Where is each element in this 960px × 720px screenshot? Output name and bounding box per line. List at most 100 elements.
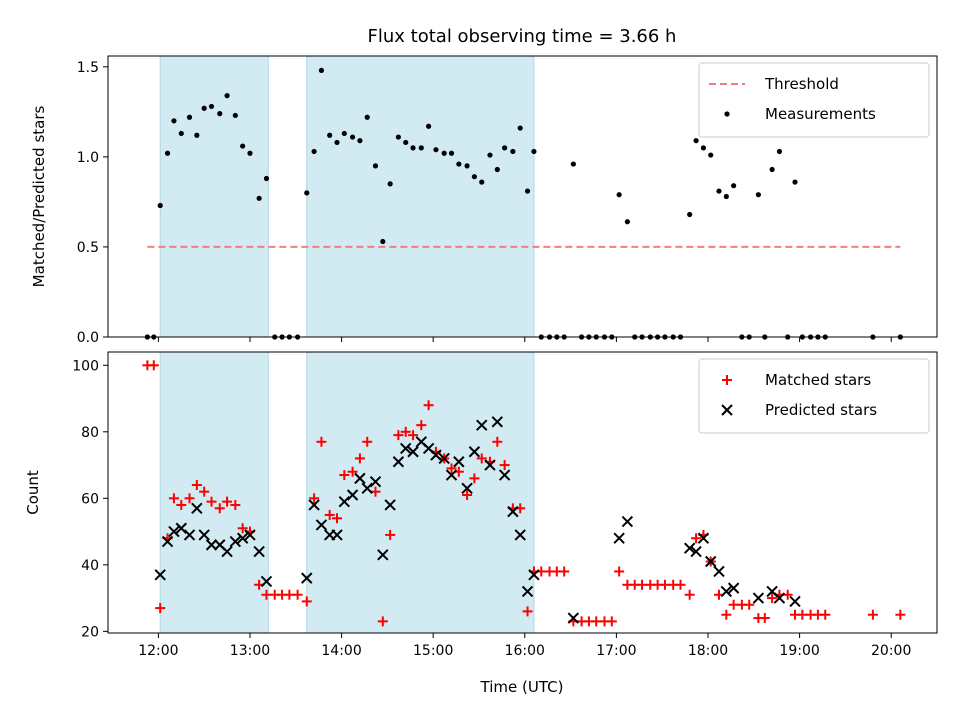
ratio-series-0-point-50-shape — [524, 188, 531, 194]
counts-series-1-point-40 — [491, 416, 504, 428]
ratio-series-0-point-31 — [380, 238, 386, 245]
ratio-legend-threshold-label: Threshold — [764, 75, 839, 93]
counts-series-1-point-45 — [528, 569, 540, 581]
counts-series-0-point-34 — [400, 426, 411, 437]
ratio-legend-series-0-swatch — [724, 111, 730, 117]
ratio-y-axis-label: Matched/Predicted stars — [30, 106, 48, 288]
ratio-series-0-point-45 — [487, 152, 493, 158]
counts-series-1-point-58-b — [773, 592, 786, 604]
counts-series-1-point-11-b — [236, 532, 249, 544]
ratio-series-0-point-11 — [224, 93, 230, 99]
counts-series-1-point-58 — [773, 592, 786, 604]
counts-series-1-point-13 — [253, 545, 265, 558]
ratio-series-0-point-41-shape — [456, 161, 462, 167]
ratio-series-0-point-51 — [531, 148, 537, 155]
counts-series-1-point-52-b — [705, 555, 717, 568]
counts-series-1-point-54 — [720, 585, 733, 598]
counts-y-tick-label-1: 40 — [81, 558, 99, 574]
ratio-series-0-point-62 — [616, 192, 622, 198]
counts-y-tick-label-3: 80 — [81, 425, 99, 441]
ratio-series-0-point-42-shape — [464, 163, 470, 169]
ratio-series-0-point-80 — [755, 192, 761, 198]
counts-series-1-point-55 — [727, 582, 740, 594]
counts-series-1-point-32 — [430, 449, 442, 461]
counts-series-1-point-41 — [498, 469, 511, 481]
counts-series-1-point-42 — [507, 505, 519, 518]
counts-series-0-point-90 — [867, 609, 878, 620]
counts-series-1-point-4-b — [183, 529, 196, 541]
counts-series-0-point-61 — [606, 616, 617, 627]
counts-series-0 — [142, 360, 906, 627]
counts-series-1-point-13-b — [253, 545, 265, 558]
x-tick-label-1: 13:00 — [230, 643, 270, 659]
counts-series-0-point-8 — [199, 486, 210, 497]
ratio-series-0-point-35 — [410, 145, 416, 151]
counts-series-1-point-37 — [468, 446, 481, 458]
counts-series-0-point-50 — [522, 606, 533, 617]
counts-series-1-point-0-b — [154, 569, 166, 581]
counts-series-0-point-29 — [362, 436, 373, 447]
ratio-series-0-point-32 — [387, 181, 393, 187]
ratio-series-0-point-34 — [403, 139, 409, 146]
counts-series-1-point-43-b — [514, 529, 526, 541]
ratio-series-0-point-37-shape — [426, 123, 432, 129]
ratio-series-0-point-23-shape — [318, 67, 325, 74]
ratio-y-tick-label-1: 0.5 — [77, 240, 99, 256]
ratio-series-0-point-44-shape — [479, 179, 485, 185]
ratio-series-0-point-29-shape — [364, 114, 370, 120]
ratio-series-0-point-27-shape — [349, 134, 356, 140]
counts-series-0-point-7 — [191, 480, 202, 491]
ratio-series-0-point-25-shape — [334, 139, 340, 146]
counts-series-1-point-53 — [713, 565, 725, 578]
ratio-series-0-point-28-shape — [357, 138, 363, 144]
ratio-series-0-point-76 — [723, 193, 729, 200]
ratio-series-0-point-71 — [687, 211, 693, 218]
ratio-y-tick-label-2: 1.0 — [77, 150, 99, 166]
counts-series-1-point-38 — [476, 419, 488, 431]
counts-series-1-point-7-b — [205, 539, 218, 551]
counts-series-1-point-48 — [621, 515, 634, 528]
counts-series-1-point-26-b — [384, 499, 396, 511]
counts-series-0-point-91 — [895, 609, 906, 620]
counts-series-1-point-10-b — [229, 535, 242, 548]
ratio-series-0-point-49 — [517, 125, 523, 131]
counts-series-1-point-48-b — [621, 515, 634, 528]
counts-series-0-point-40 — [446, 463, 457, 474]
counts-series-1-point-44-b — [521, 585, 534, 598]
ratio-series-0-point-36-shape — [418, 145, 424, 151]
ratio-series-0-point-16-shape — [263, 175, 270, 182]
counts-series-1-point-51 — [697, 532, 710, 544]
ratio-series-0-point-21-shape — [304, 190, 310, 196]
counts-series-1-point-33-b — [438, 452, 450, 465]
counts-series-0-point-4 — [168, 493, 179, 504]
counts-series-1-point-16-b — [308, 499, 320, 511]
counts-series-0-point-81 — [759, 613, 770, 624]
counts-series-1-point-1 — [161, 535, 174, 548]
ratio-series-0-point-47 — [502, 145, 508, 151]
counts-series-0-point-9 — [206, 496, 217, 507]
counts-series-1-point-28 — [400, 442, 412, 455]
ratio-series-0-point-5-shape — [178, 130, 184, 137]
counts-series-1-point-34-b — [445, 469, 458, 481]
ratio-series-0-point-31-shape — [380, 238, 386, 245]
ratio-series-0-point-4-shape — [171, 118, 177, 124]
counts-series-0-point-28 — [354, 453, 365, 464]
ratio-series-0-point-7-shape — [194, 132, 200, 138]
counts-series-1-point-24 — [369, 475, 382, 488]
counts-legend-series-0-label: Matched stars — [765, 371, 871, 389]
counts-series-1-point-12 — [244, 529, 256, 541]
ratio-series-0-point-30 — [372, 163, 379, 169]
counts-series-0-point-31 — [377, 616, 388, 627]
ratio-series-0-point-36 — [418, 145, 424, 151]
ratio-series-0-point-47-shape — [502, 145, 508, 151]
ratio-series-0-point-33-shape — [395, 134, 401, 140]
x-tick-label-2: 14:00 — [321, 643, 361, 659]
ratio-series-0-point-80-shape — [755, 192, 761, 198]
counts-series-1-point-47-b — [613, 532, 625, 544]
ratio-series-0-point-77-shape — [731, 183, 737, 189]
ratio-series-0-point-13 — [240, 143, 246, 149]
ratio-series-0-point-83 — [776, 148, 783, 155]
counts-series-1-point-34 — [445, 469, 458, 481]
ratio-series-0-point-74-shape — [708, 152, 714, 158]
ratio-series-0-point-12 — [232, 112, 238, 119]
